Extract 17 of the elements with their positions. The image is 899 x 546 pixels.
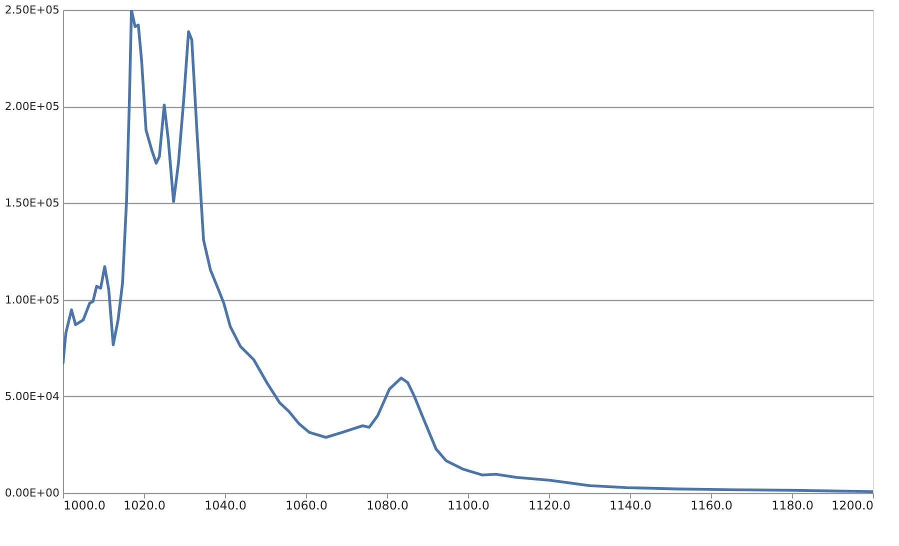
x-tick-label: 1040.0 (204, 498, 246, 512)
x-tick-label: 1000.0 (64, 498, 106, 512)
y-tick-label: 5.00E+04 (4, 390, 60, 403)
y-tick-label: 1.00E+05 (4, 293, 60, 306)
x-tick-label: 1140.0 (610, 498, 652, 512)
x-tick-label: 1180.0 (772, 498, 814, 512)
x-tick-label: 1200.0 (832, 498, 874, 512)
y-tick-label: 1.50E+05 (4, 196, 60, 210)
x-tick-label: 1060.0 (286, 498, 328, 512)
x-tick-label: 1100.0 (448, 498, 490, 512)
y-tick-label: 2.00E+05 (4, 100, 60, 114)
x-tick-label: 1080.0 (366, 498, 408, 512)
y-tick-label: 0.00E+00 (4, 486, 60, 500)
x-tick-label: 1020.0 (124, 498, 166, 512)
y-tick-label: 2.50E+05 (4, 4, 60, 16)
x-tick-label: 1120.0 (528, 498, 570, 512)
x-tick-label: 1160.0 (690, 498, 732, 512)
